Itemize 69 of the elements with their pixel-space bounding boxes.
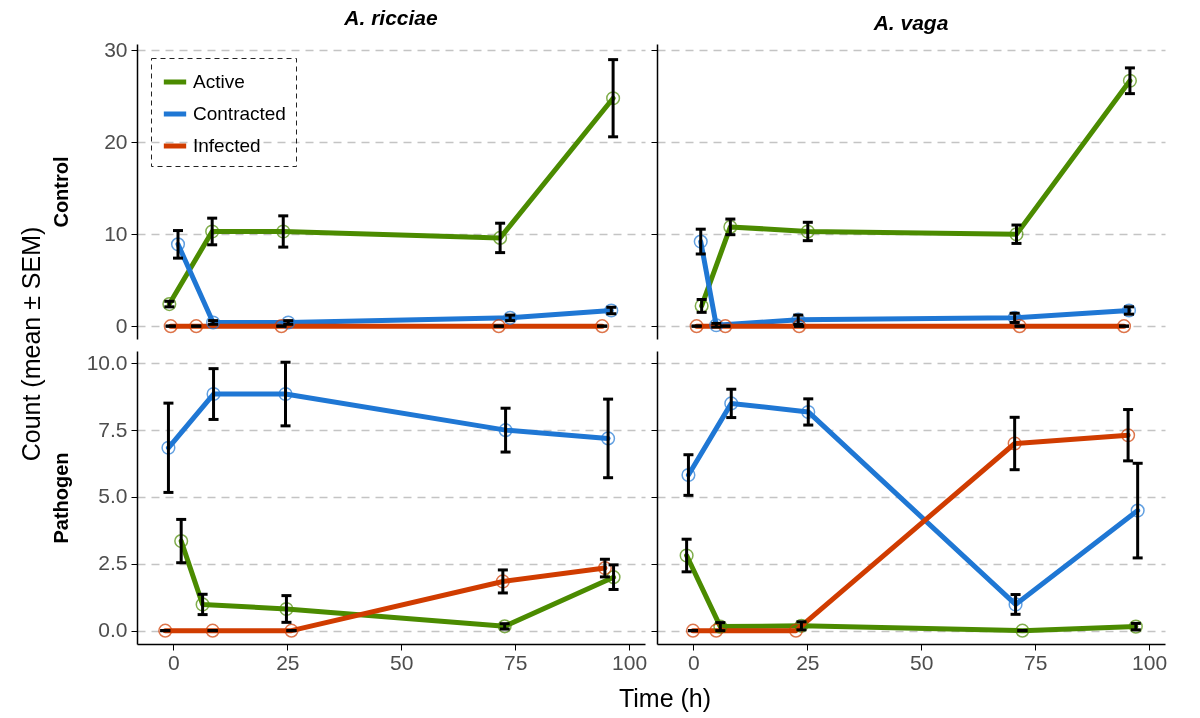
point bbox=[189, 319, 204, 334]
x-tick-label: 75 bbox=[1023, 650, 1048, 674]
point bbox=[276, 224, 291, 239]
x-tick-label: 75 bbox=[503, 650, 528, 674]
y-tick-label: 30 bbox=[104, 37, 128, 61]
x-tick-label: 25 bbox=[276, 650, 300, 674]
point bbox=[498, 423, 513, 438]
point bbox=[1008, 597, 1023, 612]
point bbox=[1007, 436, 1022, 451]
y-tick-label: 10.0 bbox=[86, 350, 128, 374]
point bbox=[1130, 503, 1145, 518]
point bbox=[491, 319, 506, 334]
point bbox=[1009, 227, 1024, 242]
point bbox=[693, 234, 708, 249]
point bbox=[606, 570, 621, 585]
y-tick-label: 10 bbox=[104, 221, 128, 245]
point bbox=[205, 623, 220, 638]
point bbox=[709, 623, 724, 638]
y-tick-label: 7.5 bbox=[98, 417, 128, 441]
point bbox=[1116, 319, 1132, 334]
point bbox=[279, 601, 294, 617]
y-tick-label: 20 bbox=[104, 129, 128, 153]
point bbox=[606, 91, 621, 106]
point bbox=[1015, 623, 1030, 638]
point bbox=[792, 319, 807, 334]
point bbox=[161, 440, 176, 455]
point bbox=[278, 386, 293, 402]
point bbox=[801, 404, 816, 420]
y-tick-label: 0.0 bbox=[98, 618, 128, 642]
y-axis-title: Control bbox=[49, 156, 72, 228]
chart-title: A. vaga bbox=[872, 11, 949, 34]
point bbox=[724, 396, 739, 411]
x-tick-label: 0 bbox=[168, 650, 180, 674]
point bbox=[597, 561, 612, 576]
y-tick-label: 5.0 bbox=[98, 484, 128, 508]
y-axis-title: Pathogen bbox=[49, 452, 72, 544]
point bbox=[495, 574, 510, 589]
x-tick-label: 50 bbox=[390, 650, 414, 674]
point bbox=[493, 230, 508, 245]
point bbox=[205, 224, 220, 239]
point bbox=[170, 237, 186, 252]
point bbox=[1122, 73, 1137, 88]
chart-title: A. ricciae bbox=[343, 6, 439, 30]
x-tick-label: 50 bbox=[910, 650, 934, 674]
y-tick-label: 2.5 bbox=[98, 551, 128, 575]
x-tick-label: 100 bbox=[1132, 650, 1168, 674]
legend-label: Infected bbox=[193, 135, 261, 156]
point bbox=[174, 534, 189, 549]
point bbox=[800, 224, 815, 239]
point bbox=[679, 548, 694, 563]
text: Count (mean ± SEM) bbox=[16, 226, 46, 462]
x-tick-label: 100 bbox=[612, 650, 648, 674]
point bbox=[1121, 428, 1136, 443]
x-tick-label: 25 bbox=[796, 650, 820, 674]
y-tick-label: 0 bbox=[115, 313, 128, 337]
point bbox=[163, 319, 178, 334]
text: Time (h) bbox=[618, 683, 712, 713]
legend-label: Active bbox=[193, 71, 245, 92]
x-tick-label: 0 bbox=[688, 650, 700, 674]
legend-label: Contracted bbox=[193, 103, 286, 124]
point bbox=[158, 623, 173, 638]
point bbox=[689, 319, 704, 334]
point bbox=[206, 386, 221, 402]
point bbox=[681, 467, 696, 483]
point bbox=[595, 319, 610, 334]
point bbox=[685, 623, 701, 638]
point bbox=[206, 315, 221, 330]
point bbox=[788, 623, 804, 638]
point bbox=[601, 431, 616, 446]
